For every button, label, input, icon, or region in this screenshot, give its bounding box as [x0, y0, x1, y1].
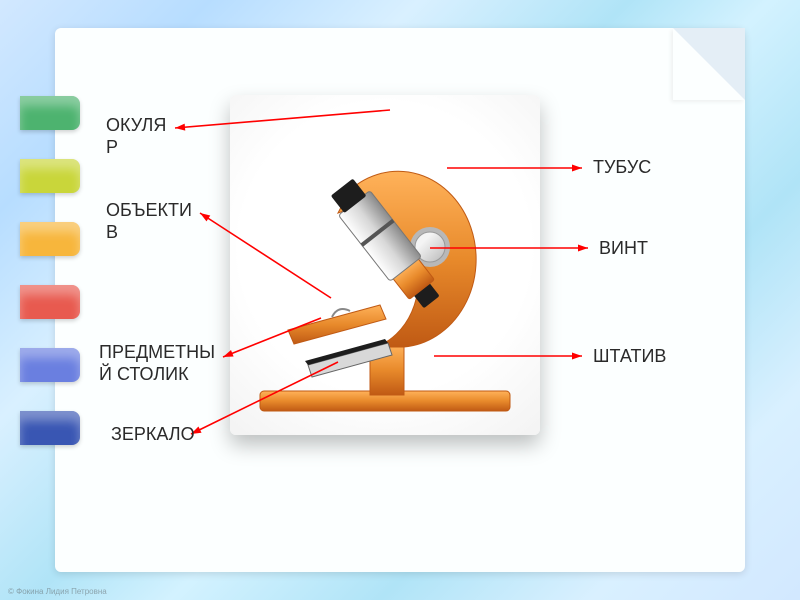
side-tab-1: [20, 159, 80, 193]
label-stand: ШТАТИВ: [593, 346, 666, 368]
side-tab-0: [20, 96, 80, 130]
side-tab-2: [20, 222, 80, 256]
label-mirror: ЗЕРКАЛО: [111, 424, 195, 446]
label-knob: ВИНТ: [599, 238, 648, 260]
stage: ОКУЛЯ Р ОБЪЕКТИ В ПРЕДМЕТНЫ Й СТОЛИК ЗЕРКАЛ…: [0, 0, 800, 600]
copyright-text: © Фокина Лидия Петровна: [8, 587, 107, 596]
label-eyepiece: ОКУЛЯ Р: [106, 115, 166, 158]
label-tube: ТУБУС: [593, 157, 651, 179]
label-objective: ОБЪЕКТИ В: [106, 200, 192, 243]
side-tab-3: [20, 285, 80, 319]
side-tab-5: [20, 411, 80, 445]
label-stage-table: ПРЕДМЕТНЫ Й СТОЛИК: [99, 342, 215, 385]
page-curl: [673, 28, 745, 100]
microscope-panel: [230, 95, 540, 435]
side-tab-4: [20, 348, 80, 382]
microscope-icon: [230, 95, 540, 435]
